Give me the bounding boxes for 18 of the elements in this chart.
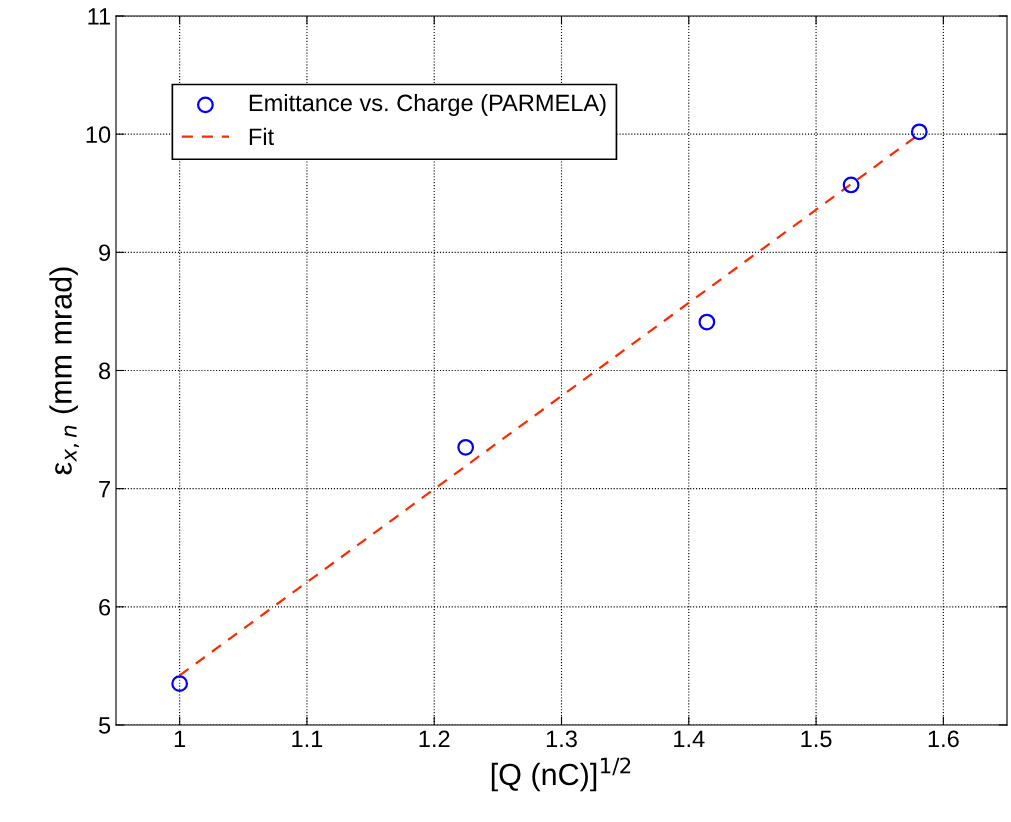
y-axis-title: ε$_{x,n}$ (mm mrad) bbox=[49, 267, 80, 475]
x-tick-label: 1.6 bbox=[928, 730, 959, 748]
y-tick-label: 7 bbox=[99, 480, 110, 498]
x-axis-title: [Q (nC)]$^{1/2}$ bbox=[491, 757, 631, 792]
x-tick-label: 1.3 bbox=[546, 730, 577, 748]
x-tick-label: 1.1 bbox=[292, 730, 323, 747]
y-tick-label: 11 bbox=[88, 8, 110, 25]
x-tick-label: 1.2 bbox=[419, 730, 450, 747]
y-tick-label: 5 bbox=[98, 717, 111, 734]
y-tick-label: 9 bbox=[99, 244, 111, 262]
x-tick-label: 1.4 bbox=[674, 730, 705, 747]
y-tick-label: 6 bbox=[99, 598, 111, 616]
x-tick-label: 1.5 bbox=[801, 730, 832, 748]
legend-label: Fit bbox=[249, 127, 274, 146]
y-tick-label: 8 bbox=[99, 362, 111, 380]
legend-label: Emittance vs. Charge (PARMELA) bbox=[249, 93, 606, 116]
y-tick-label: 10 bbox=[86, 126, 111, 143]
x-tick-label: 1 bbox=[174, 730, 186, 747]
